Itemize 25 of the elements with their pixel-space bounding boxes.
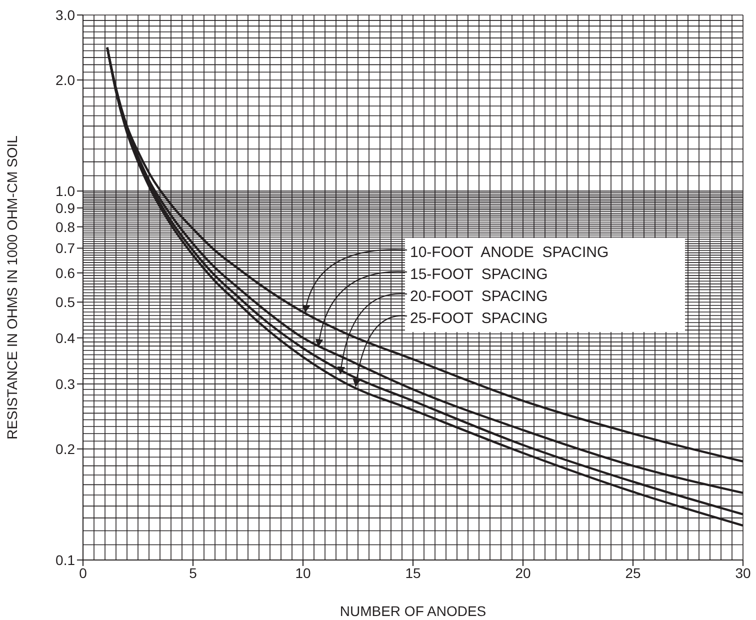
y-tick-label: 0.2	[56, 440, 76, 457]
y-tick-label: 0.3	[56, 376, 76, 392]
annotation: 25-FOOT SPACING	[410, 310, 548, 327]
x-tick-label: 10	[295, 564, 311, 581]
x-tick-label: 25	[625, 564, 641, 581]
y-axis-title: RESISTANCE IN OHMS IN 1000 OHM-CM SOIL	[4, 135, 20, 440]
y-tick-label: 0.9	[56, 200, 76, 216]
y-tick-label: 3.0	[56, 6, 76, 23]
x-tick-label: 0	[79, 564, 88, 581]
y-tick-label: 2.0	[56, 72, 76, 88]
x-tick-label: 20	[515, 564, 531, 581]
annotation: 20-FOOT SPACING	[410, 288, 548, 305]
annotation: 10-FOOT ANODE SPACING	[410, 244, 609, 261]
x-axis-title: NUMBER OF ANODES	[340, 603, 486, 619]
y-tick-label: 0.4	[56, 330, 76, 346]
y-tick-label: 0.8	[56, 218, 76, 235]
y-tick-label: 1.0	[56, 183, 76, 200]
y-tick-label: 0.7	[56, 240, 76, 256]
y-tick-label: 0.1	[56, 552, 76, 568]
x-tick-label: 30	[735, 564, 751, 581]
annotation: 15-FOOT SPACING	[410, 266, 548, 283]
x-tick-label: 15	[405, 564, 421, 581]
y-tick-label: 0.6	[56, 264, 76, 281]
x-tick-label: 5	[189, 564, 198, 581]
y-tick-label: 0.5	[56, 294, 76, 310]
